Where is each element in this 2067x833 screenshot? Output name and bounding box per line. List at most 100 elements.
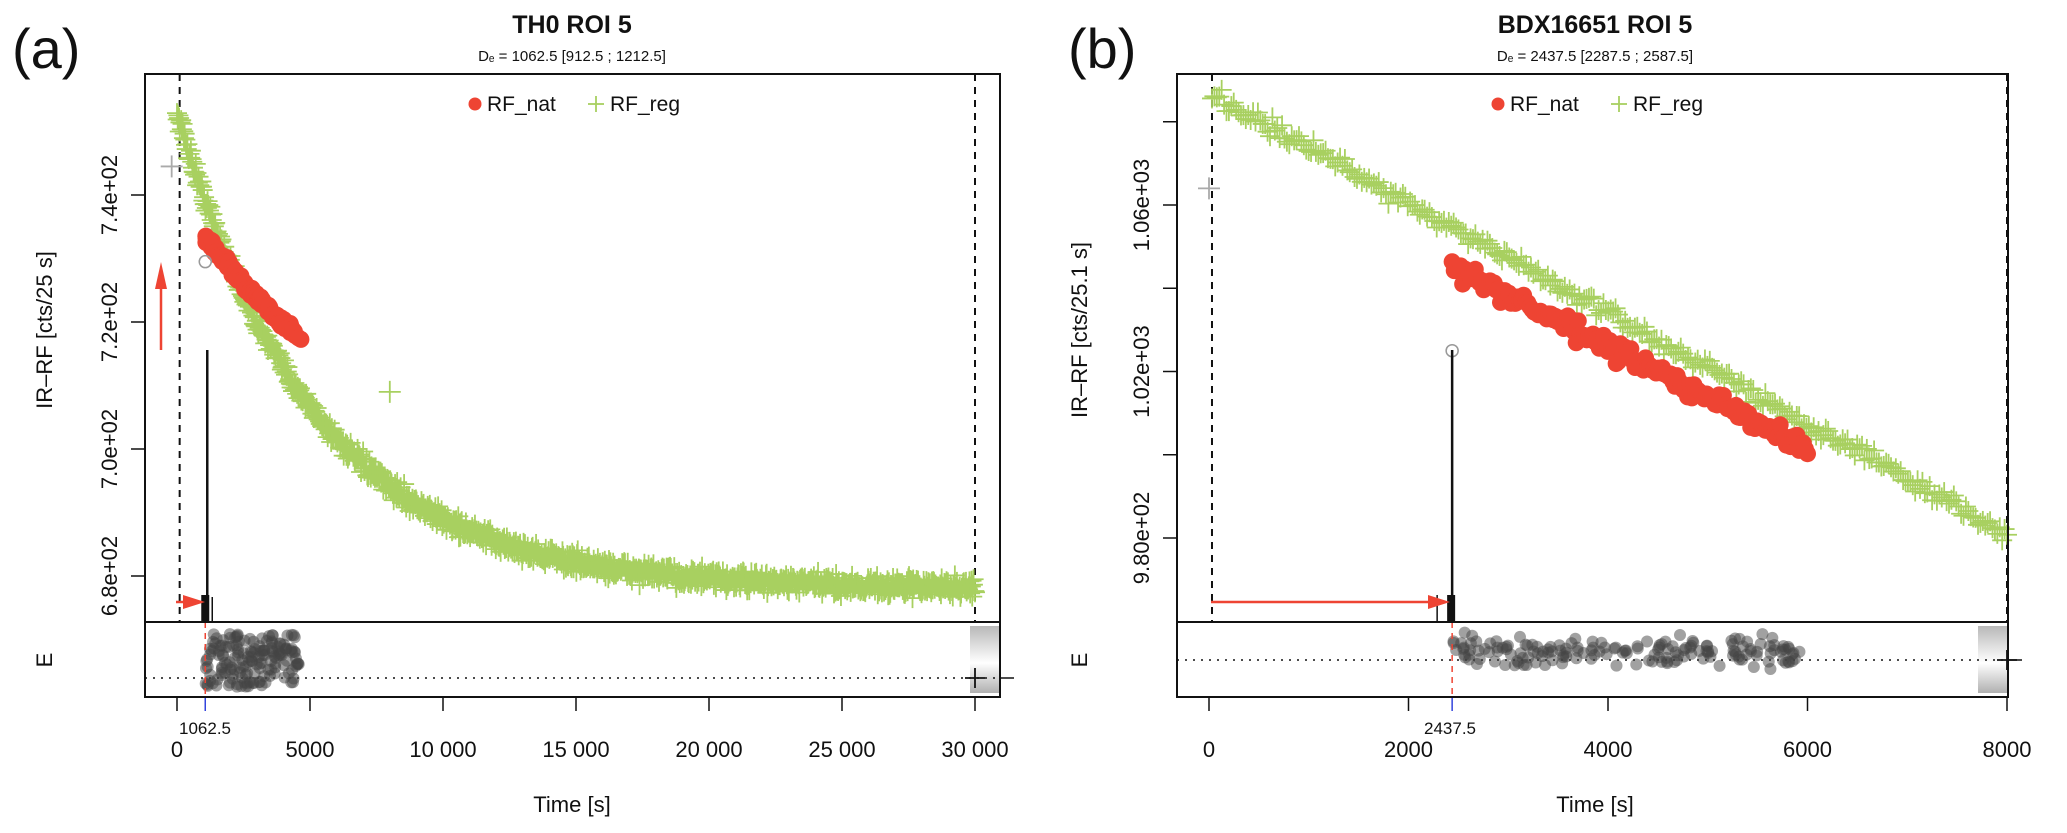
residual-point <box>1729 632 1742 645</box>
residual-point <box>1488 655 1501 668</box>
arrow-right-head <box>183 595 205 609</box>
residual-point <box>265 663 278 676</box>
x-tick-label: 25 000 <box>808 737 875 762</box>
residual-frame <box>144 621 1001 698</box>
legend-label-rfreg-a: RF_reg <box>610 93 680 116</box>
residual-point <box>1631 640 1644 653</box>
y-tick-label: 6.8e+02 <box>97 536 122 616</box>
ylabel-b: IR–RF [cts/25.1 s] <box>1067 242 1092 418</box>
residual-point <box>1571 641 1584 654</box>
residual-point <box>210 679 223 692</box>
plot-b: 0 2000 4000 6000 8000 9.80e+02 1.02e+03 1.06e+0… <box>1129 73 2031 762</box>
residual-point <box>248 667 261 680</box>
residual-point <box>223 640 236 653</box>
legend-label-rfreg-b: RF_reg <box>1633 93 1703 116</box>
residual-point <box>1512 656 1525 669</box>
panel-label-b: (b) <box>1068 17 1136 80</box>
residual-point <box>291 657 304 670</box>
residual-point <box>1669 646 1682 659</box>
legend-label-rfnat-a: RF_nat <box>487 93 556 116</box>
de-distribution-bars <box>1447 595 1456 622</box>
residual-point <box>1630 658 1643 671</box>
x-tick-label: 5000 <box>286 737 335 762</box>
residual-point <box>1458 648 1471 661</box>
residual-point <box>255 679 268 692</box>
plot-a: 0 5000 10 000 15 000 20 000 25 000 30 000 6.8e+… <box>97 73 1014 762</box>
x-tick-label: 4000 <box>1584 737 1633 762</box>
residual-label-b: E <box>1067 653 1092 668</box>
residual-point <box>243 655 256 668</box>
residual-point <box>1559 642 1572 655</box>
xlabel-a: Time [s] <box>533 792 610 817</box>
residual-point <box>278 659 291 672</box>
y-tick-label: 7.2e+02 <box>97 282 122 362</box>
residual-point <box>1595 636 1608 649</box>
residual-point <box>1470 657 1483 670</box>
x-tick-label: 20 000 <box>675 737 742 762</box>
x-tick-label: 6000 <box>1783 737 1832 762</box>
residual-point <box>1585 652 1598 665</box>
residual-point <box>210 632 223 645</box>
residual-point <box>1697 652 1710 665</box>
residual-point <box>1610 659 1623 672</box>
residual-point <box>200 655 213 668</box>
residual-point <box>1643 654 1656 667</box>
x-tick-label: 0 <box>1203 737 1215 762</box>
legend-marker-rfnat <box>468 97 482 111</box>
residual-point <box>235 680 248 693</box>
title-b: BDX16651 ROI 5 <box>1498 11 1693 39</box>
residual-point <box>1774 645 1787 658</box>
x-tick-label: 2000 <box>1384 737 1433 762</box>
residual-point <box>1673 629 1686 642</box>
residual-point <box>1609 641 1622 654</box>
residual-point <box>1764 647 1777 660</box>
residual-point <box>223 628 236 641</box>
residual-point <box>1783 656 1796 669</box>
residual-point <box>1499 659 1512 672</box>
x-tick-label: 0 <box>171 737 183 762</box>
ylabel-a: IR–RF [cts/25 s] <box>32 251 57 409</box>
residual-point <box>1504 648 1517 661</box>
arrow-up-head <box>155 262 167 289</box>
residual-point <box>1542 646 1555 659</box>
y-tick-label: 1.02e+03 <box>1129 325 1154 417</box>
rf-nat-point <box>292 330 310 348</box>
residual-point <box>1660 651 1673 664</box>
residual-point <box>1679 642 1692 655</box>
residual-point <box>1713 659 1726 672</box>
y-tick-label: 7.4e+02 <box>97 155 122 235</box>
residual-point <box>285 676 298 689</box>
residual-point <box>1472 644 1485 657</box>
legend-label-rfnat-b: RF_nat <box>1510 93 1579 116</box>
grey-circle-point <box>198 254 213 269</box>
residual-point <box>1756 628 1769 641</box>
subtitle-a: Dₑ = 1062.5 [912.5 ; 1212.5] <box>478 48 666 65</box>
de-distribution-bars <box>201 595 210 622</box>
residual-point <box>224 663 237 676</box>
residual-point <box>274 648 287 661</box>
rf-nat-point <box>1569 312 1587 330</box>
residual-frame <box>1176 621 2009 698</box>
rf-nat-point <box>1799 445 1816 463</box>
residual-point <box>284 644 297 657</box>
residual-point <box>1750 649 1763 662</box>
x-tick-label: 10 000 <box>409 737 476 762</box>
subtitle-b: Dₑ = 2437.5 [2287.5 ; 2587.5] <box>1497 48 1693 65</box>
de-label-a: 1062.5 <box>179 719 231 738</box>
y-tick-label: 7.0e+02 <box>97 409 122 489</box>
residual-point <box>1484 637 1497 650</box>
residual-point <box>1455 637 1468 650</box>
residual-point <box>254 657 267 670</box>
residual-point <box>1519 638 1532 651</box>
residual-label-a: E <box>32 653 57 668</box>
residual-point <box>1641 635 1654 648</box>
x-tick-label: 15 000 <box>542 737 609 762</box>
de-label-b: 2437.5 <box>1424 719 1476 738</box>
x-tick-label: 30 000 <box>941 737 1008 762</box>
legend-marker-rfnat <box>1491 97 1505 111</box>
residual-point <box>1600 648 1613 661</box>
residual-point <box>203 642 216 655</box>
residual-point <box>1747 660 1760 673</box>
residual-point <box>1706 645 1719 658</box>
